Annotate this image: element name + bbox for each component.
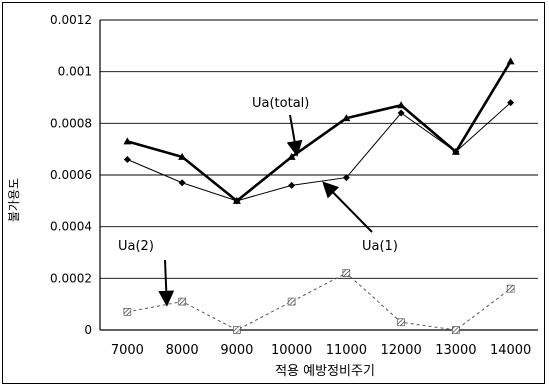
data-point [287,297,296,306]
series-2 [123,269,515,334]
annotations: Ua(total) Ua(1) Ua(2) [118,96,398,307]
gridlines [100,19,538,279]
x-tick-label: 9000 [220,343,253,358]
annotation-arrow [158,259,175,307]
series [123,57,515,334]
y-tick-labels: 0 0.0002 0.0004 0.0006 0.0008 0.001 0.0012 [50,13,92,337]
data-point [178,179,186,187]
x-tick-label: 11000 [326,343,367,358]
data-point [233,326,241,334]
series-1 [123,99,515,205]
data-point [123,137,132,145]
y-tick-label: 0.0008 [50,116,92,130]
annotation-label: Ua(1) [362,239,398,254]
data-point [288,181,296,189]
annotation-label: Ua(2) [118,239,154,254]
annotation-arrow [322,181,373,233]
x-tick-label: 10000 [271,343,312,358]
series-line-0 [127,60,512,203]
chart-frame [2,2,545,384]
data-point [342,174,350,182]
data-point [452,148,460,156]
data-point [178,297,186,306]
y-tick-label: 0 [84,323,92,337]
data-point [123,156,131,163]
data-point [507,99,515,107]
x-tick-label: 14000 [490,343,531,358]
series-line-2 [127,272,511,331]
data-point [397,318,405,327]
x-tick-labels: 7000 8000 9000 10000 11000 12000 13000 14000 [111,343,531,358]
data-point [397,109,405,117]
y-tick-label: 0.0006 [50,168,92,182]
data-point [342,114,351,122]
y-axis-label: 불가용도 [7,178,21,222]
data-point [178,152,187,160]
annotation-arrow [286,114,303,157]
series-line-1 [127,102,511,202]
data-point [123,308,132,316]
y-tick-label: 0.001 [58,65,92,79]
data-point [397,101,406,109]
axes [99,20,538,331]
x-axis-label: 적용 예방정비주기 [275,364,375,379]
x-tick-label: 13000 [435,343,476,358]
y-tick-label: 0.0012 [50,13,92,27]
data-point [506,284,515,293]
x-tick-label: 12000 [380,343,421,358]
annotation-label: Ua(total) [252,96,309,111]
data-point [233,197,241,205]
data-point [452,326,460,334]
data-point [506,57,515,65]
x-tick-label: 7000 [111,343,144,358]
y-tick-label: 0.0002 [50,271,92,285]
data-point [342,269,351,277]
y-tick-label: 0.0004 [50,220,92,234]
x-tick-label: 8000 [166,343,199,358]
